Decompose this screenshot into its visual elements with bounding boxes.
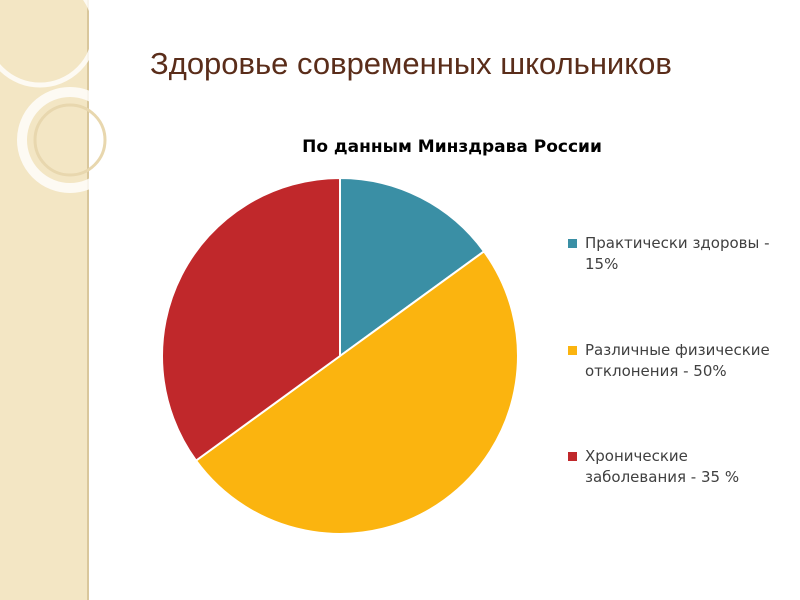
decor-circle xyxy=(33,103,107,177)
slide-title: Здоровье современных школьников xyxy=(150,46,672,81)
legend-swatch xyxy=(568,239,577,248)
legend-item: Хронические заболевания - 35 % xyxy=(568,446,778,488)
pie-slice xyxy=(194,249,519,535)
chart-title: По данным Минздрава России xyxy=(302,137,602,157)
pie-slice xyxy=(161,176,341,463)
legend-item: Практически здоровы - 15% xyxy=(568,233,778,275)
decor-circle xyxy=(0,0,98,88)
decor-circle xyxy=(17,87,123,193)
legend-swatch xyxy=(568,452,577,461)
legend-label: Хронические заболевания - 35 % xyxy=(585,447,740,486)
legend-label: Практически здоровы - 15% xyxy=(585,234,770,273)
legend-label: Различные физические отклонения - 50% xyxy=(585,341,770,380)
legend-item: Различные физические отклонения - 50% xyxy=(568,340,778,382)
legend-swatch xyxy=(568,346,577,355)
pie-slice xyxy=(339,176,486,358)
